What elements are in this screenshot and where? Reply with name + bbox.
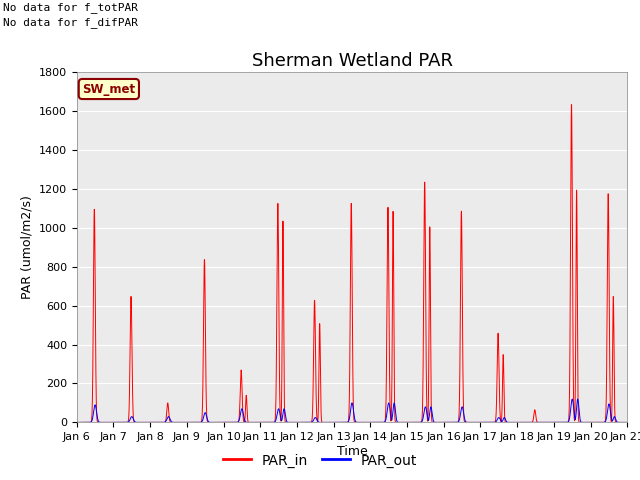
PAR_out bbox=[554, 420, 561, 425]
PAR_out bbox=[168, 420, 176, 425]
Text: No data for f_difPAR: No data for f_difPAR bbox=[3, 17, 138, 28]
PAR_in bbox=[284, 420, 292, 425]
PAR_in bbox=[554, 420, 561, 425]
Y-axis label: PAR (umol/m2/s): PAR (umol/m2/s) bbox=[20, 195, 33, 299]
Legend: PAR_in, PAR_out: PAR_in, PAR_out bbox=[218, 448, 422, 473]
PAR_in bbox=[613, 420, 621, 425]
PAR_in bbox=[308, 419, 316, 424]
PAR_in bbox=[168, 420, 176, 425]
PAR_in bbox=[550, 420, 557, 425]
Line: PAR_out: PAR_out bbox=[77, 399, 627, 422]
PAR_out bbox=[73, 420, 81, 425]
PAR_in bbox=[623, 420, 631, 425]
PAR_in bbox=[568, 102, 575, 108]
Text: SW_met: SW_met bbox=[83, 83, 136, 96]
PAR_in bbox=[136, 420, 143, 425]
PAR_out bbox=[623, 420, 631, 425]
PAR_in bbox=[73, 420, 81, 425]
PAR_out bbox=[284, 420, 292, 425]
PAR_out bbox=[513, 420, 521, 425]
Line: PAR_in: PAR_in bbox=[77, 105, 627, 422]
PAR_out bbox=[136, 420, 143, 425]
PAR_out bbox=[613, 419, 621, 424]
Text: No data for f_totPAR: No data for f_totPAR bbox=[3, 2, 138, 13]
Title: Sherman Wetland PAR: Sherman Wetland PAR bbox=[252, 52, 452, 71]
X-axis label: Time: Time bbox=[337, 445, 367, 458]
PAR_out bbox=[574, 396, 582, 402]
PAR_out bbox=[308, 419, 316, 425]
